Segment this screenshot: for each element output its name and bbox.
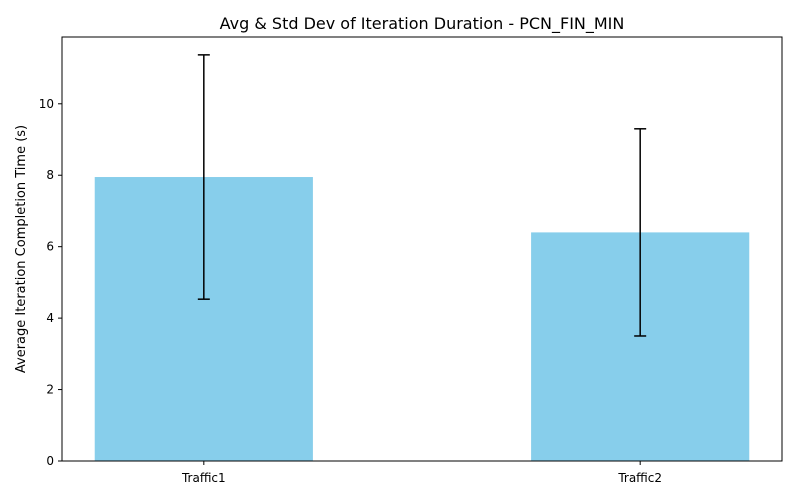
plot-frame xyxy=(61,36,783,462)
y-tick-label: 10 xyxy=(39,97,54,111)
x-tick-label: Traffic2 xyxy=(617,471,662,485)
y-tick-label: 4 xyxy=(46,311,54,325)
error-bars-layer xyxy=(197,54,647,337)
y-tick-label: 2 xyxy=(46,383,54,397)
y-tick-label: 6 xyxy=(46,240,54,254)
x-axis-ticks: Traffic1 Traffic2 xyxy=(181,461,662,485)
bars-layer xyxy=(94,177,750,461)
x-tick-label: Traffic1 xyxy=(181,471,226,485)
chart-title: Avg & Std Dev of Iteration Duration - PC… xyxy=(220,14,625,34)
y-axis-ticks: 0 2 4 6 8 10 xyxy=(39,97,62,468)
y-axis-label: Average Iteration Completion Time (s) xyxy=(14,125,29,373)
y-tick-label: 0 xyxy=(46,454,54,468)
y-tick-label: 8 xyxy=(46,168,54,182)
